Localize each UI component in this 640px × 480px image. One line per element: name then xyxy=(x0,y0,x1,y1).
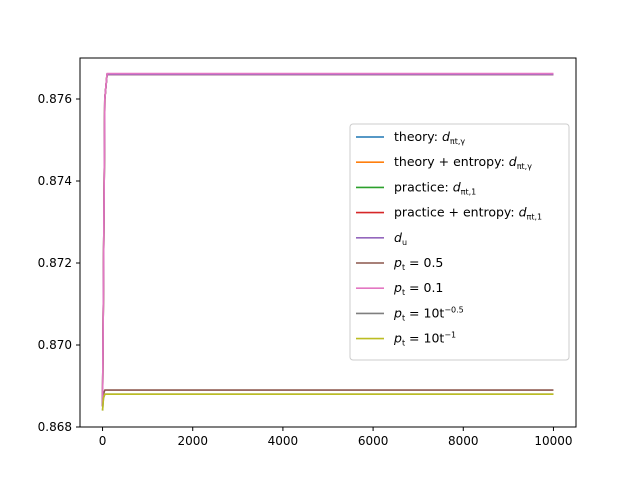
legend-label-9: pt = 10t−1 xyxy=(393,331,456,348)
legend-label-2: theory + entropy: dπt,γ xyxy=(394,154,532,171)
legend-label-5: du xyxy=(394,230,407,247)
x-tick-label: 8000 xyxy=(448,434,479,448)
legend: theory: dπt,γ theory + entropy: dπt,γ prac… xyxy=(349,123,570,361)
x-tick-label: 6000 xyxy=(358,434,389,448)
legend-label-4: practice + entropy: dπt,1 xyxy=(394,205,542,222)
y-tick-label: 0.870 xyxy=(38,338,72,352)
x-tick-label: 10000 xyxy=(534,434,572,448)
plot-lines xyxy=(101,72,554,411)
x-axis: 0 2000 4000 6000 8000 10000 xyxy=(99,427,573,448)
series-line-6 xyxy=(101,389,554,407)
series-line-7 xyxy=(101,72,554,407)
x-tick-label: 2000 xyxy=(177,434,208,448)
series-line-8 xyxy=(101,393,554,411)
legend-box xyxy=(349,123,570,361)
legend-label-3: practice: dπt,1 xyxy=(394,179,476,196)
y-tick-label: 0.876 xyxy=(38,92,72,106)
legend-label-7: pt = 0.1 xyxy=(393,280,443,297)
legend-label-1: theory: dπt,γ xyxy=(394,129,465,146)
x-tick-label: 0 xyxy=(99,434,107,448)
x-tick-label: 4000 xyxy=(268,434,299,448)
y-axis: 0.868 0.870 0.872 0.874 0.876 xyxy=(38,92,80,434)
series-line-9 xyxy=(101,393,554,411)
y-tick-label: 0.874 xyxy=(38,174,72,188)
y-tick-label: 0.872 xyxy=(38,256,72,270)
axes-frame xyxy=(79,57,577,428)
legend-label-6: pt = 0.5 xyxy=(393,255,443,272)
y-tick-label: 0.868 xyxy=(38,420,72,434)
legend-label-8: pt = 10t−0.5 xyxy=(393,305,464,322)
